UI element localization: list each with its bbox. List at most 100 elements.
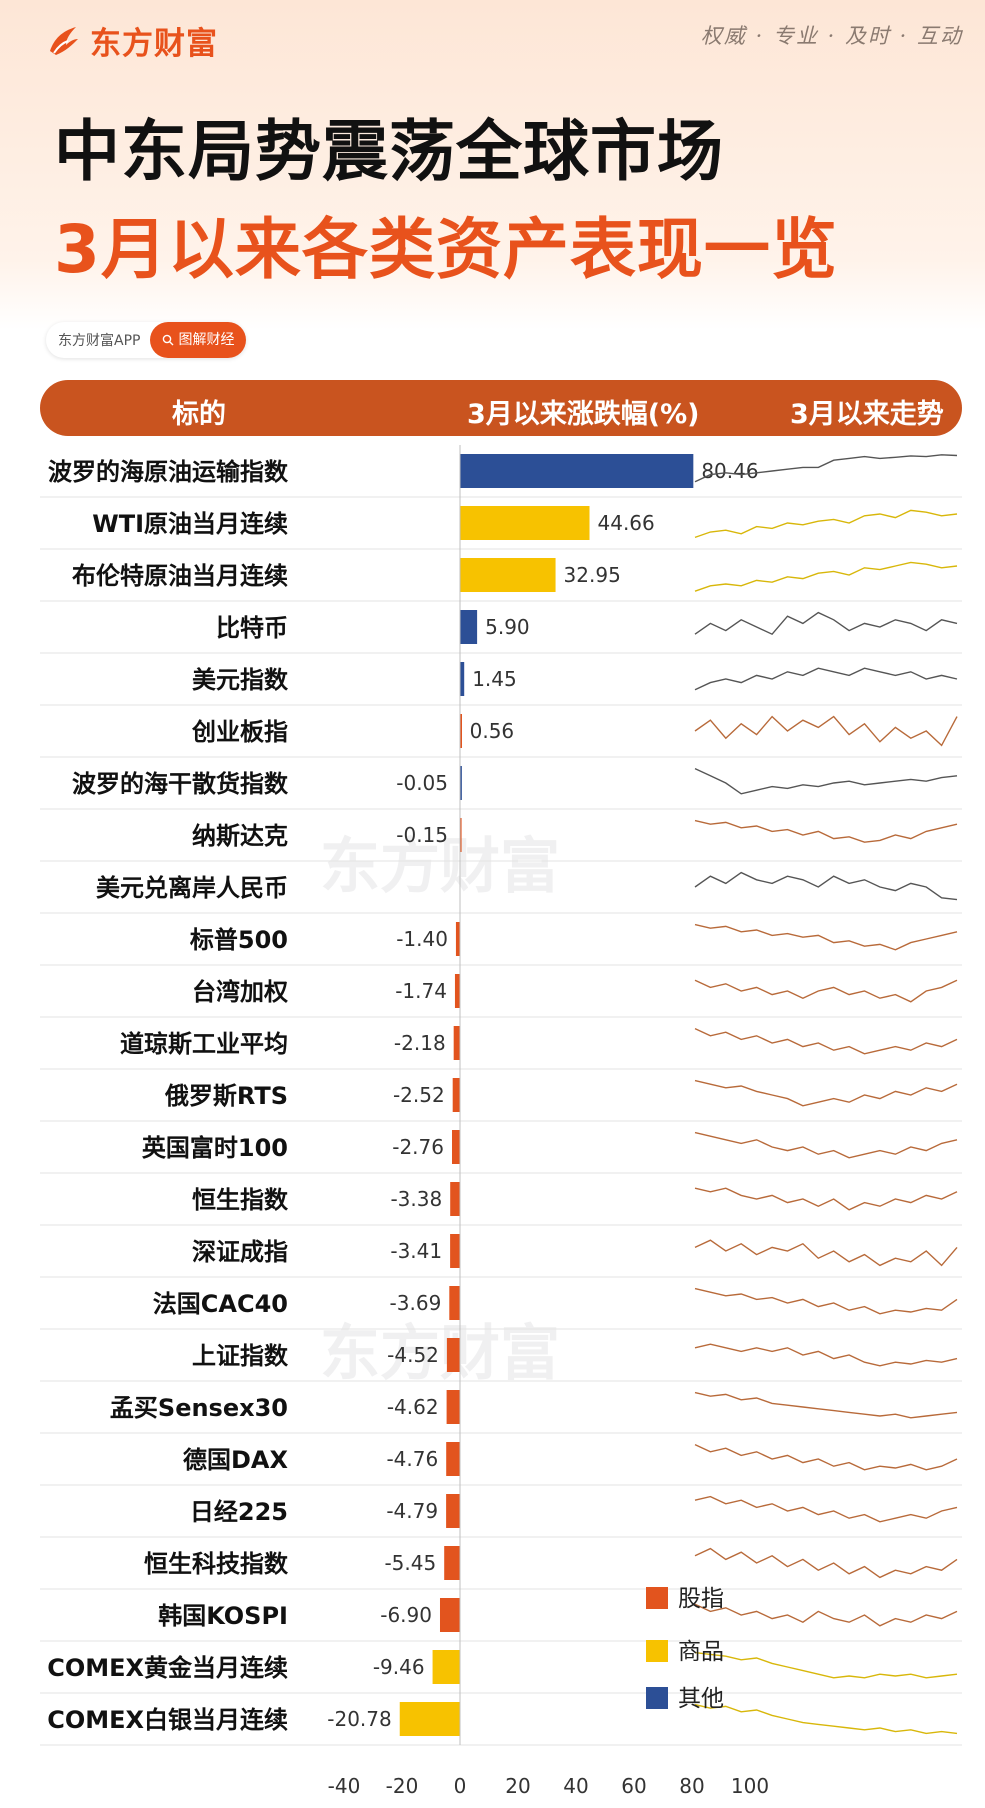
row-label: 创业板指 (191, 718, 288, 746)
value-label: -1.74 (395, 979, 447, 1003)
value-label: 44.66 (598, 511, 655, 535)
value-label: -9.46 (373, 1655, 425, 1679)
value-label: -20.78 (327, 1707, 391, 1731)
row-label: 纳斯达克 (192, 822, 288, 850)
trend-line (694, 1343, 958, 1367)
value-label: 0.56 (470, 719, 515, 743)
value-label: 80.46 (701, 459, 758, 483)
category-pill-label: 图解财经 (178, 332, 235, 348)
brand-name: 东方财富 (90, 26, 218, 62)
row-label: 德国DAX (183, 1446, 288, 1474)
bar (454, 974, 460, 1008)
trend-line (694, 1443, 958, 1471)
trend-line (694, 819, 958, 843)
bar (460, 714, 462, 748)
row-label: 韩国KOSPI (158, 1602, 288, 1630)
trend-line (694, 1027, 958, 1055)
legend-label: 商品 (678, 1639, 724, 1665)
trend-line (694, 667, 958, 691)
row-label: 美元指数 (192, 666, 289, 694)
source-app-label: 东方财富APP (58, 333, 141, 349)
row-label: 标普500 (190, 926, 288, 954)
x-tick-label: -20 (386, 1774, 419, 1798)
trend-line (694, 767, 958, 795)
asset-performance-chart: 波罗的海原油运输指数 80.46 WTI原油当月连续 44.66 布伦特原油当月连续 32… (40, 445, 962, 1798)
trend-line (694, 715, 958, 747)
value-label: -4.79 (386, 1499, 438, 1523)
header-trend: 3月以来走势 (790, 399, 944, 430)
value-label: -6.90 (380, 1603, 432, 1627)
legend-swatch (646, 1640, 668, 1662)
bar (460, 506, 590, 540)
x-tick-label: 40 (563, 1774, 588, 1798)
value-label: -1.40 (396, 927, 448, 951)
trend-line (694, 923, 958, 951)
value-label: -0.05 (396, 771, 448, 795)
slogan: 权威 · 专业 · 及时 · 互动 (700, 24, 963, 48)
trend-line (694, 1391, 958, 1419)
value-label: 5.90 (485, 615, 530, 639)
bar (439, 1598, 460, 1632)
brand-logo: 东方财富 (44, 18, 218, 63)
row-label: 美元兑离岸人民币 (96, 874, 288, 902)
row-label: 道琼斯工业平均 (120, 1030, 288, 1058)
x-tick-label: 80 (679, 1774, 704, 1798)
row-label: 恒生科技指数 (144, 1550, 289, 1578)
value-label: -2.18 (394, 1031, 446, 1055)
value-label: -4.52 (387, 1343, 439, 1367)
row-label: 深证成指 (192, 1238, 288, 1266)
bar (399, 1702, 460, 1736)
legend-swatch (646, 1587, 668, 1609)
trend-line (694, 1703, 958, 1735)
row-label: 台湾加权 (192, 978, 288, 1006)
trend-line (694, 1651, 958, 1679)
category-pill[interactable]: 图解财经 (150, 322, 247, 358)
value-label: -2.52 (393, 1083, 445, 1107)
row-label: 日经225 (190, 1498, 288, 1526)
page-title: 中东局势震荡全球市场 (54, 113, 724, 190)
bar (460, 662, 465, 696)
row-label: 上证指数 (192, 1342, 289, 1370)
row-label: 恒生指数 (192, 1186, 289, 1214)
bar (460, 558, 556, 592)
x-tick-label: 0 (454, 1774, 467, 1798)
value-label: -5.45 (384, 1551, 436, 1575)
row-label: 布伦特原油当月连续 (72, 562, 288, 590)
value-label: -2.76 (392, 1135, 444, 1159)
legend-swatch (646, 1687, 668, 1709)
bar (452, 1078, 460, 1112)
row-label: 波罗的海干散货指数 (72, 770, 289, 798)
bar (449, 1286, 460, 1320)
row-label: COMEX白银当月连续 (47, 1706, 288, 1734)
value-label: -3.38 (390, 1187, 442, 1211)
bar (450, 1234, 460, 1268)
row-label: 法国CAC40 (153, 1290, 288, 1318)
page-subtitle: 3月以来各类资产表现一览 (54, 211, 838, 288)
trend-line (694, 1495, 958, 1523)
value-label: -3.41 (390, 1239, 442, 1263)
trend-line (694, 1239, 958, 1267)
row-label: 波罗的海原油运输指数 (48, 458, 289, 486)
bar (460, 610, 478, 644)
row-label: 俄罗斯RTS (164, 1082, 288, 1110)
bar (446, 1442, 460, 1476)
trend-line (694, 509, 958, 539)
legend-label: 其他 (678, 1686, 724, 1712)
flame-logo-icon (50, 26, 78, 55)
trend-line (694, 1287, 958, 1315)
bar (459, 818, 462, 852)
legend-label: 股指 (678, 1586, 724, 1612)
bar (446, 1494, 460, 1528)
bar (453, 1026, 460, 1060)
trend-line (694, 1547, 958, 1579)
bar (451, 1130, 460, 1164)
value-label: 1.45 (472, 667, 517, 691)
trend-line (694, 561, 958, 592)
trend-line (694, 1187, 958, 1211)
row-label: 英国富时100 (142, 1134, 288, 1162)
bar (460, 454, 694, 488)
source-tag: 东方财富APP 图解财经 (46, 322, 247, 358)
value-label: 32.95 (564, 563, 621, 587)
x-tick-label: 100 (731, 1774, 769, 1798)
bar (455, 922, 460, 956)
